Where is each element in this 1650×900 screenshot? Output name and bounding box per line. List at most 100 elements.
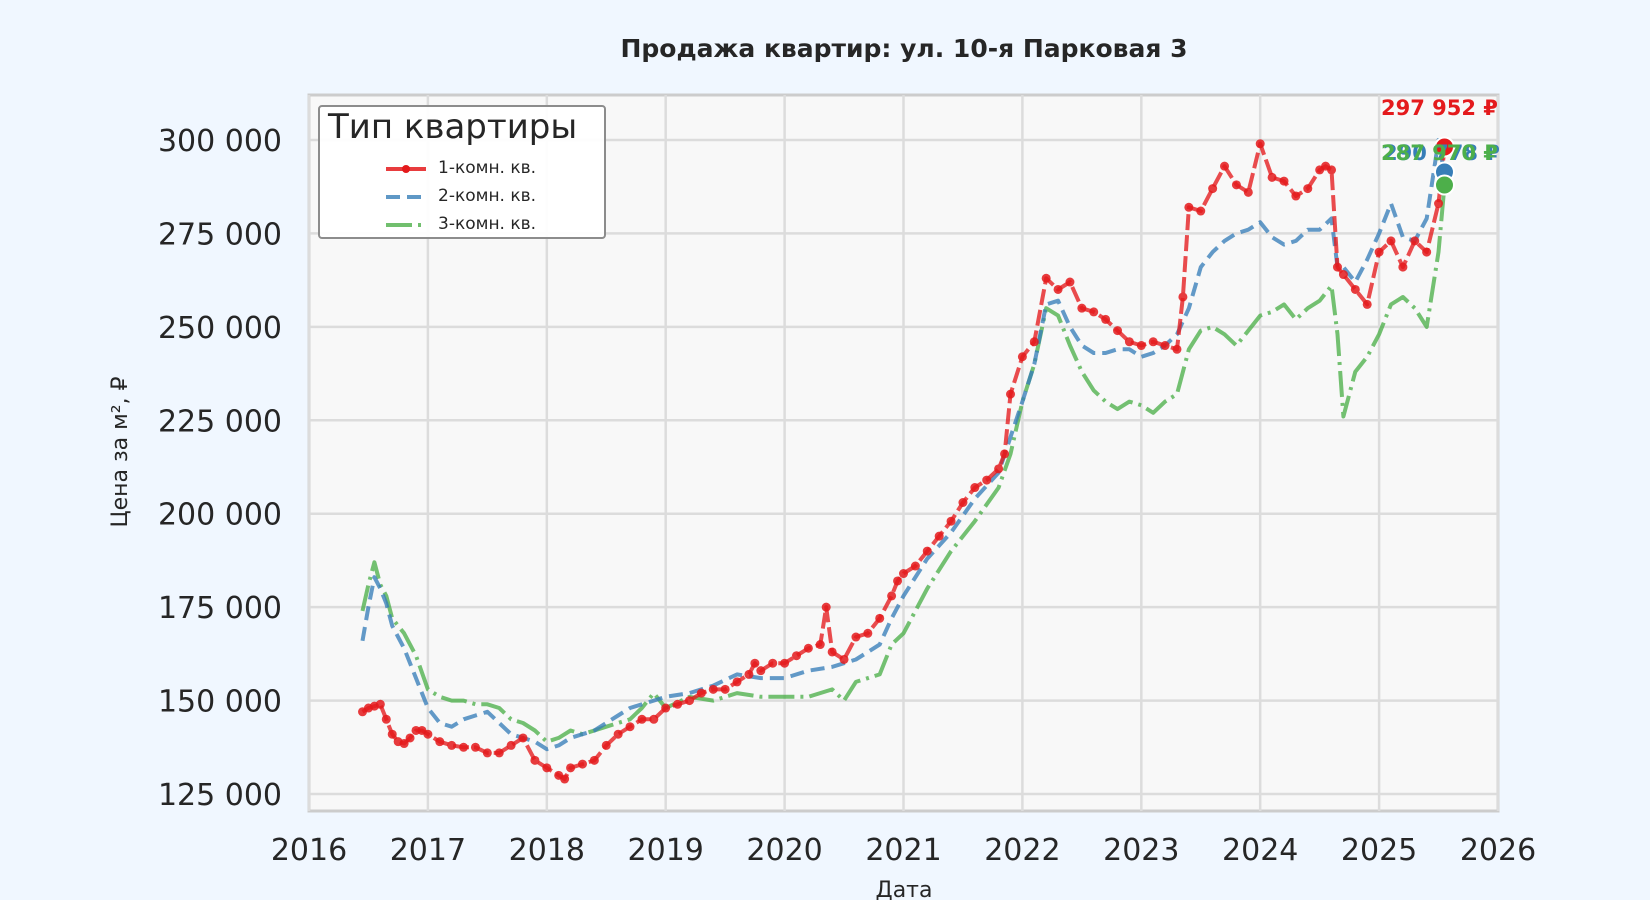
data-point-marker <box>791 651 801 661</box>
legend-label: 3-комн. кв. <box>438 214 537 234</box>
data-point-marker <box>1184 202 1194 212</box>
x-tick-label: 2021 <box>865 833 941 868</box>
y-tick-label: 275 000 <box>158 217 282 252</box>
data-point-marker <box>1041 273 1051 283</box>
data-point-marker <box>744 669 754 679</box>
data-point-marker <box>1148 337 1158 347</box>
data-point-marker <box>1053 284 1063 294</box>
legend-label: 2-комн. кв. <box>438 186 537 206</box>
data-point-marker <box>1422 247 1432 257</box>
data-point-marker <box>851 632 861 642</box>
y-axis-label: Цена за м², ₽ <box>108 376 133 527</box>
y-axis-ticks: 125 000 150 000 175 000 200 000 225 000 250 0… <box>158 124 282 813</box>
x-tick-label: 2026 <box>1460 833 1536 868</box>
data-point-marker <box>1434 199 1444 209</box>
legend-title: Тип квартиры <box>328 107 578 147</box>
y-tick-label: 150 000 <box>158 685 282 720</box>
data-point-marker <box>827 647 837 657</box>
x-axis-label: Дата <box>876 878 933 900</box>
data-point-marker <box>1338 270 1348 280</box>
data-point-marker <box>1243 187 1253 197</box>
data-point-marker <box>1350 284 1360 294</box>
end-point-dot <box>1433 136 1455 158</box>
legend-item-2room: 2-комн. кв. <box>384 185 594 209</box>
data-point-marker <box>875 613 885 623</box>
data-point-marker <box>542 763 552 773</box>
x-tick-label: 2018 <box>509 833 585 868</box>
x-tick-label: 2022 <box>984 833 1060 868</box>
data-point-marker <box>1124 337 1134 347</box>
data-point-marker <box>387 729 397 739</box>
x-tick-label: 2016 <box>271 833 347 868</box>
data-point-marker <box>1077 303 1087 313</box>
data-point-marker <box>815 640 825 650</box>
data-point-marker <box>625 722 635 732</box>
data-point-marker <box>934 531 944 541</box>
end-label-3room: 287 970 ₽ <box>1381 141 1498 165</box>
legend-item-1room: 1-комн. кв. <box>384 157 594 181</box>
data-point-marker <box>1208 184 1218 194</box>
data-point-marker <box>1101 314 1111 324</box>
data-point-marker <box>1089 307 1099 317</box>
data-point-marker <box>560 774 570 784</box>
data-point-marker <box>494 748 504 758</box>
legend-swatch-green-dashdot-icon <box>386 223 426 227</box>
data-point-marker <box>994 464 1004 474</box>
data-point-marker <box>566 763 576 773</box>
data-point-marker <box>375 699 385 709</box>
data-point-marker <box>1255 139 1265 149</box>
data-point-marker <box>1398 262 1408 272</box>
data-point-marker <box>1231 180 1241 190</box>
data-point-marker <box>910 561 920 571</box>
legend-label: 1-комн. кв. <box>438 158 537 178</box>
data-point-marker <box>470 742 480 752</box>
data-point-marker <box>946 516 956 526</box>
data-point-marker <box>803 643 813 653</box>
data-point-marker <box>381 714 391 724</box>
data-point-marker <box>1006 389 1016 399</box>
data-point-marker <box>673 699 683 709</box>
data-point-marker <box>1160 341 1170 351</box>
x-tick-label: 2019 <box>628 833 704 868</box>
data-point-marker <box>1113 326 1123 336</box>
data-point-marker <box>684 696 694 706</box>
data-point-marker <box>423 729 433 739</box>
data-point-marker <box>922 546 932 556</box>
series-layer <box>358 136 1455 784</box>
legend-swatch-blue-dashed-icon <box>386 195 426 199</box>
data-point-marker <box>661 703 671 713</box>
end-point-dot <box>1433 174 1455 196</box>
data-point-marker <box>863 628 873 638</box>
data-point-marker <box>970 483 980 493</box>
data-point-marker <box>405 733 415 743</box>
data-point-marker <box>459 742 469 752</box>
end-label-2room: 290 778 ₽ <box>1383 141 1500 165</box>
data-point-marker <box>750 658 760 668</box>
legend-item-3room: 3-комн. кв. <box>384 213 594 237</box>
data-point-marker <box>601 740 611 750</box>
data-point-marker <box>577 759 587 769</box>
data-point-marker <box>1327 165 1337 175</box>
x-tick-label: 2017 <box>390 833 466 868</box>
data-point-marker <box>732 677 742 687</box>
data-point-marker <box>1362 299 1372 309</box>
data-point-marker <box>637 714 647 724</box>
data-point-marker <box>1178 292 1188 302</box>
chart-title: Продажа квартир: ул. 10-я Парковая 3 <box>620 34 1188 63</box>
data-point-marker <box>506 740 516 750</box>
data-point-marker <box>1291 191 1301 201</box>
data-point-marker <box>1029 337 1039 347</box>
x-tick-label: 2023 <box>1103 833 1179 868</box>
y-tick-label: 225 000 <box>158 404 282 439</box>
data-point-marker <box>756 666 766 676</box>
data-point-marker <box>518 733 528 743</box>
legend-swatch-red-line-marker-icon <box>386 165 426 173</box>
data-point-marker <box>435 737 445 747</box>
data-point-marker <box>399 739 409 749</box>
data-point-marker <box>1332 262 1342 272</box>
data-point-marker <box>1000 449 1010 459</box>
data-point-marker <box>821 602 831 612</box>
data-point-marker <box>780 658 790 668</box>
data-point-marker <box>530 755 540 765</box>
